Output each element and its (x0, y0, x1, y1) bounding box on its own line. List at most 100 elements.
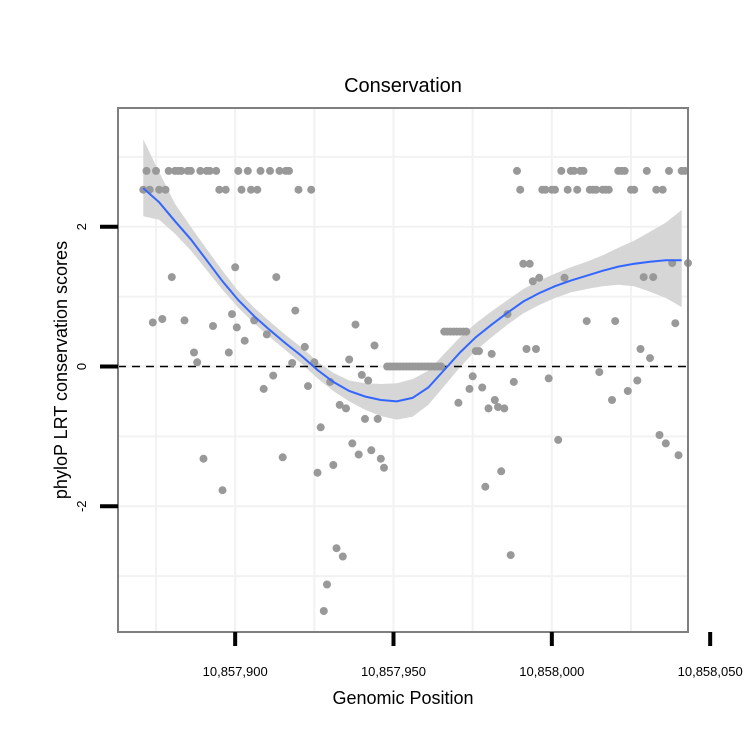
data-point (231, 263, 240, 272)
data-point (652, 185, 661, 194)
data-point (335, 400, 344, 409)
data-point (611, 317, 620, 326)
data-point (357, 370, 366, 379)
data-point (513, 166, 521, 175)
panel-border (117, 107, 689, 633)
data-point (304, 382, 312, 391)
points-layer (139, 166, 692, 615)
data-point (592, 185, 601, 194)
data-point (342, 404, 350, 413)
data-point (462, 327, 471, 336)
data-point (142, 166, 151, 175)
data-point (623, 387, 632, 395)
data-point (237, 185, 246, 194)
data-point (190, 348, 198, 357)
x-axis-label: Genomic Position (332, 688, 473, 708)
data-point (193, 358, 202, 367)
data-point (313, 468, 322, 477)
x-tick-label: 10,858,000 (519, 664, 584, 679)
x-tick-label: 10,857,900 (203, 664, 268, 679)
data-point (196, 166, 205, 175)
data-point (155, 185, 164, 194)
data-point (275, 166, 284, 175)
data-point (370, 341, 379, 350)
data-point (256, 166, 265, 175)
data-point (563, 185, 572, 194)
data-point (573, 185, 582, 194)
data-point (139, 185, 148, 194)
data-point (288, 359, 297, 367)
data-point (544, 374, 553, 383)
data-point (570, 166, 578, 175)
data-point (516, 185, 525, 194)
data-point (167, 273, 176, 282)
data-point (506, 551, 515, 560)
data-point (487, 349, 496, 358)
data-point (262, 330, 271, 339)
data-point (367, 446, 376, 455)
data-point (272, 273, 281, 282)
data-point (522, 345, 531, 353)
data-point (221, 185, 230, 194)
data-point (294, 185, 303, 194)
data-point (541, 185, 550, 194)
data-point (608, 396, 616, 404)
y-axis-label: phyloP LRT conservation scores (51, 241, 71, 499)
data-point (364, 376, 373, 385)
data-point (528, 277, 537, 286)
data-point (680, 166, 689, 175)
x-tick-label: 10,858,050 (678, 664, 743, 679)
data-point (380, 463, 388, 472)
data-point (481, 482, 490, 491)
data-point (348, 439, 357, 448)
data-point (351, 320, 360, 329)
data-point (551, 185, 559, 194)
data-point (232, 323, 241, 332)
data-point (354, 450, 363, 459)
confidence-band-layer (143, 139, 682, 420)
data-point (186, 166, 195, 175)
y-tick-label: 0 (74, 363, 89, 370)
chart-title: Conservation (344, 75, 462, 97)
data-point (465, 384, 474, 393)
data-point (218, 486, 227, 495)
data-point (177, 166, 186, 175)
data-point (316, 423, 325, 432)
data-point (468, 372, 477, 381)
data-point (266, 166, 274, 175)
data-point (224, 348, 233, 357)
data-point (259, 384, 268, 393)
data-point (323, 580, 331, 589)
data-point (630, 185, 639, 194)
data-point (554, 435, 563, 444)
data-point (582, 317, 591, 326)
smooth-line (142, 187, 682, 403)
data-point (500, 404, 509, 413)
y-tick-label: -2 (74, 500, 89, 512)
data-point (319, 607, 328, 615)
data-point (661, 439, 670, 448)
data-point (338, 552, 347, 561)
data-point (646, 354, 654, 363)
data-point (199, 454, 208, 463)
data-point (525, 259, 534, 268)
data-point (285, 166, 293, 175)
data-point (376, 454, 385, 463)
data-point (234, 166, 243, 175)
data-point (332, 544, 341, 553)
data-point (494, 403, 502, 411)
data-point (579, 166, 588, 175)
data-point (180, 316, 189, 325)
data-point (490, 396, 499, 404)
data-point (454, 398, 463, 407)
data-point (278, 453, 287, 462)
data-point (300, 342, 309, 351)
data-point (205, 166, 214, 175)
data-point (642, 166, 651, 175)
data-point (269, 371, 278, 380)
data-point (633, 376, 642, 385)
x-tick-label: 10,857,950 (361, 664, 426, 679)
data-point (674, 451, 683, 460)
data-point (361, 414, 369, 423)
